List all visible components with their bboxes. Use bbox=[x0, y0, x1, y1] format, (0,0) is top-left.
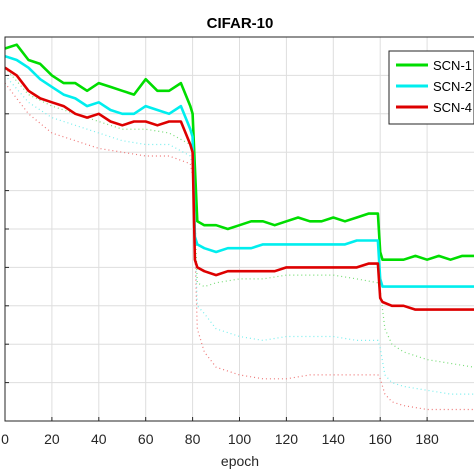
x-tick-label: 180 bbox=[415, 431, 439, 447]
legend: SCN-1 SCN-2 SCN-4 bbox=[388, 50, 474, 125]
x-tick-label: 60 bbox=[138, 431, 154, 447]
x-tick-label: 140 bbox=[322, 431, 346, 447]
series-group bbox=[4, 43, 474, 411]
chart-title: CIFAR-10 bbox=[207, 15, 274, 32]
series-line-scn-2 bbox=[4, 54, 474, 288]
x-tick-label: 160 bbox=[369, 431, 393, 447]
x-tick-label: 20 bbox=[44, 431, 60, 447]
legend-label-scn-2: SCN-2 bbox=[433, 79, 472, 94]
x-tick-label: 0 bbox=[1, 431, 9, 447]
x-tick-label: 80 bbox=[185, 431, 201, 447]
x-tick-label: 40 bbox=[91, 431, 107, 447]
x-tick-label: 100 bbox=[228, 431, 252, 447]
legend-label-scn-4: SCN-4 bbox=[433, 100, 472, 115]
x-tick-label: 120 bbox=[275, 431, 299, 447]
series-line-scn-1 bbox=[4, 43, 474, 262]
legend-label-scn-1: SCN-1 bbox=[433, 58, 472, 73]
x-axis-ticks: 0 20 40 60 80 100 120 140 160 180 bbox=[1, 36, 439, 447]
series-line-scn-4 bbox=[4, 66, 474, 311]
x-axis-label: epoch bbox=[221, 453, 259, 469]
